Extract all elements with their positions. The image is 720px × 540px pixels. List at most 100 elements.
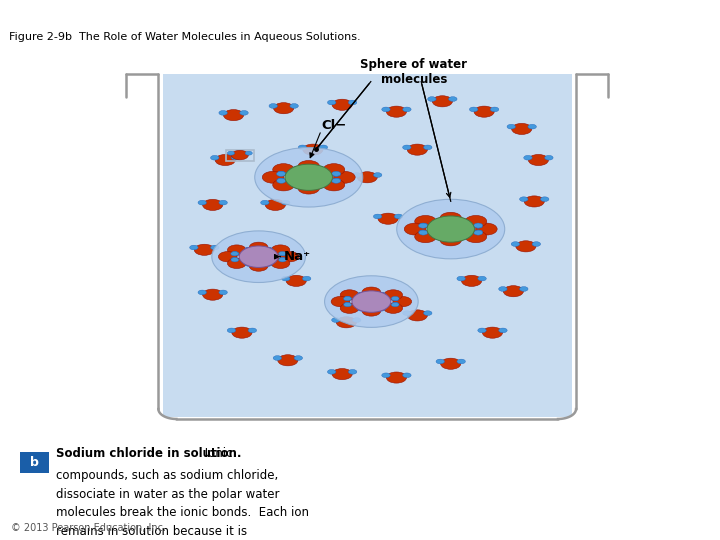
Circle shape	[457, 225, 465, 229]
Circle shape	[458, 235, 467, 240]
Circle shape	[474, 223, 483, 228]
Circle shape	[474, 106, 494, 117]
Circle shape	[245, 262, 253, 266]
Circle shape	[276, 178, 286, 183]
Circle shape	[541, 197, 549, 201]
Circle shape	[298, 182, 320, 194]
Circle shape	[382, 373, 390, 377]
Circle shape	[302, 276, 311, 281]
Circle shape	[418, 230, 428, 235]
Circle shape	[348, 369, 357, 374]
Circle shape	[293, 183, 302, 188]
Circle shape	[323, 164, 345, 176]
Circle shape	[210, 156, 219, 160]
Circle shape	[474, 230, 483, 235]
Circle shape	[362, 287, 381, 298]
Circle shape	[328, 100, 336, 105]
Circle shape	[332, 171, 341, 177]
Circle shape	[343, 296, 351, 301]
Text: © 2013 Pearson Education, Inc.: © 2013 Pearson Education, Inc.	[11, 523, 166, 533]
Circle shape	[391, 302, 399, 307]
Circle shape	[524, 196, 544, 207]
Circle shape	[357, 307, 365, 311]
Circle shape	[245, 262, 253, 266]
Circle shape	[265, 262, 273, 266]
Circle shape	[273, 164, 294, 176]
Circle shape	[440, 212, 462, 224]
Circle shape	[215, 154, 235, 166]
Circle shape	[520, 287, 528, 291]
Circle shape	[282, 276, 290, 281]
Circle shape	[219, 290, 228, 295]
Circle shape	[352, 291, 391, 312]
Circle shape	[397, 199, 505, 259]
Circle shape	[419, 223, 428, 228]
Circle shape	[478, 328, 486, 333]
Circle shape	[325, 276, 418, 327]
Text: Cl−: Cl−	[321, 119, 346, 132]
Circle shape	[279, 252, 287, 256]
Circle shape	[228, 258, 246, 268]
Text: Sphere of water
molecules: Sphere of water molecules	[361, 58, 467, 86]
Circle shape	[202, 199, 222, 211]
Circle shape	[387, 106, 407, 117]
Circle shape	[419, 230, 428, 235]
Circle shape	[544, 156, 553, 160]
Circle shape	[279, 252, 287, 256]
Circle shape	[292, 183, 302, 188]
Circle shape	[218, 252, 237, 262]
Circle shape	[265, 199, 285, 211]
Circle shape	[405, 223, 426, 235]
Circle shape	[316, 183, 325, 188]
Circle shape	[265, 247, 273, 252]
Circle shape	[384, 303, 402, 313]
Circle shape	[402, 373, 411, 377]
Circle shape	[528, 124, 536, 129]
Text: Sodium chloride in solution.: Sodium chloride in solution.	[56, 447, 242, 460]
Circle shape	[332, 178, 341, 183]
Circle shape	[273, 356, 282, 360]
Circle shape	[228, 151, 235, 155]
Circle shape	[271, 258, 290, 268]
Circle shape	[436, 359, 444, 364]
Circle shape	[523, 156, 532, 160]
Circle shape	[333, 171, 355, 183]
Circle shape	[357, 292, 365, 296]
Circle shape	[392, 296, 400, 301]
Circle shape	[474, 223, 482, 228]
Circle shape	[332, 178, 341, 183]
Text: b: b	[30, 456, 39, 469]
Circle shape	[418, 223, 428, 228]
Circle shape	[465, 215, 487, 227]
Circle shape	[189, 245, 198, 250]
Circle shape	[507, 124, 516, 129]
Circle shape	[362, 306, 381, 316]
Circle shape	[278, 355, 298, 366]
Circle shape	[423, 145, 432, 150]
Text: Ionic: Ionic	[202, 447, 233, 460]
Circle shape	[293, 166, 302, 171]
Circle shape	[315, 166, 325, 171]
Circle shape	[331, 296, 350, 307]
Circle shape	[499, 328, 507, 333]
Circle shape	[276, 171, 286, 176]
Circle shape	[332, 318, 340, 322]
Circle shape	[249, 242, 268, 253]
Circle shape	[532, 242, 541, 246]
Circle shape	[377, 292, 385, 296]
Circle shape	[395, 214, 402, 219]
Circle shape	[290, 104, 298, 109]
Circle shape	[298, 160, 320, 172]
Circle shape	[343, 302, 351, 307]
Circle shape	[219, 111, 228, 115]
Circle shape	[387, 372, 407, 383]
Circle shape	[212, 231, 305, 282]
Circle shape	[276, 171, 286, 177]
Circle shape	[245, 151, 252, 155]
Circle shape	[377, 292, 385, 296]
Circle shape	[432, 96, 452, 107]
Circle shape	[219, 200, 228, 205]
Circle shape	[457, 235, 467, 240]
Circle shape	[462, 275, 482, 286]
Circle shape	[393, 296, 412, 307]
